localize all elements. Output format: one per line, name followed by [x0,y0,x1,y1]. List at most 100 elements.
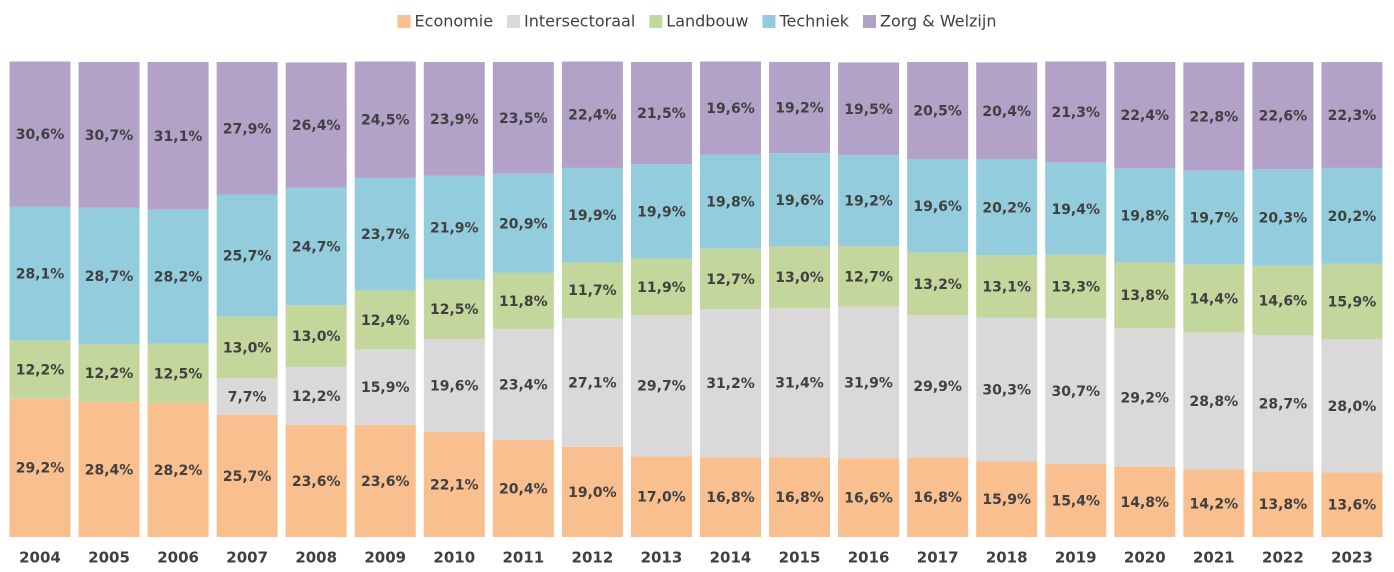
bar-segment [423,279,485,339]
data-label: 20,3% [1259,211,1308,227]
x-tick-label: 2013 [641,549,683,567]
bar-segment [838,246,900,307]
bar-segment [907,62,969,160]
bar-segment [1045,254,1107,319]
bar-segment [838,62,900,156]
bar-segment [1114,168,1176,263]
bar-segment [147,343,209,404]
bar-segment [1045,162,1107,255]
data-label: 19,7% [1190,211,1239,227]
data-label: 19,6% [913,199,962,215]
data-label: 23,9% [430,112,479,128]
bar-segment [216,378,278,415]
data-label: 13,2% [913,277,962,293]
data-label: 23,4% [499,378,548,394]
data-label: 28,2% [154,463,203,479]
legend-swatch [649,15,663,28]
data-label: 23,6% [292,474,341,490]
bar-segment [1252,265,1314,336]
bar-segment [285,187,347,306]
data-label: 19,6% [775,193,824,209]
bar-segment [354,177,416,291]
bar-segment [1045,61,1107,163]
data-label: 25,7% [223,249,272,265]
bar-segment [769,308,831,458]
bar-segment [561,318,623,447]
bar-segment [1321,62,1383,168]
bar-segment [147,209,209,344]
legend-swatch [507,15,521,28]
data-label: 20,2% [1328,209,1377,225]
bar-segment [354,424,416,537]
bar-segment [769,62,831,154]
bar-segment [700,61,761,155]
data-label: 31,1% [154,129,203,145]
data-label: 27,1% [568,375,617,391]
bar-segment [492,62,554,174]
bar-segment [838,155,900,247]
data-label: 23,5% [499,111,548,127]
data-label: 22,4% [568,108,617,124]
bar-segment [147,403,209,537]
bar-segment [561,446,623,537]
bar-segment [561,262,623,319]
legend-label: Zorg & Welzijn [880,12,996,31]
bar-segment [9,340,71,399]
x-tick-label: 2023 [1331,549,1373,567]
data-label: 20,4% [982,104,1031,120]
legend-label: Economie [415,12,494,31]
data-label: 11,7% [568,283,617,299]
data-label: 20,5% [913,104,962,120]
data-label: 30,6% [16,127,65,143]
data-label: 12,7% [706,272,755,288]
bar-segment [1321,339,1383,473]
bar-segment [423,338,485,433]
x-tick-label: 2008 [295,549,337,567]
bar-segment [492,272,554,329]
legend-label: Techniek [778,12,849,31]
bar-segment [1183,62,1245,171]
bar-segment [907,315,969,458]
bar-segment [976,255,1038,318]
data-label: 20,2% [982,200,1031,216]
x-tick-label: 2004 [19,549,61,567]
data-label: 19,9% [637,204,686,220]
bar-segment [147,62,209,210]
data-label: 7,7% [228,390,267,406]
data-label: 19,6% [706,101,755,117]
x-tick-label: 2012 [572,549,614,567]
bar-segment [78,207,140,345]
data-label: 12,5% [430,302,479,318]
bar-segment [1252,62,1314,170]
bar-segment [216,62,278,195]
legend-label: Landbouw [666,12,748,31]
data-label: 28,8% [1190,394,1239,410]
data-label: 12,4% [361,313,410,329]
x-tick-label: 2019 [1055,549,1097,567]
data-label: 30,7% [1051,384,1100,400]
data-label: 13,6% [1328,498,1377,514]
bar-segment [838,306,900,459]
bar-segment [976,461,1038,537]
bar-segment [78,62,140,208]
x-tick-label: 2011 [502,549,544,567]
data-label: 12,2% [292,389,341,405]
bar-segment [976,317,1038,462]
data-label: 13,3% [1051,279,1100,295]
bar-segment [700,309,761,458]
bar-segment [907,159,969,253]
bar-segment [423,62,485,176]
x-tick-label: 2014 [710,549,752,567]
x-tick-label: 2006 [157,549,199,567]
data-label: 12,7% [844,269,893,285]
data-label: 29,2% [1121,390,1170,406]
legend-swatch [762,15,776,28]
data-label: 26,4% [292,118,341,134]
legend-swatch [863,15,876,28]
data-label: 28,7% [1259,396,1308,412]
data-label: 15,9% [1328,295,1377,311]
bar-segment [1045,318,1107,464]
x-tick-label: 2018 [986,549,1028,567]
data-label: 13,1% [982,279,1031,295]
bar-segment [1114,466,1176,537]
